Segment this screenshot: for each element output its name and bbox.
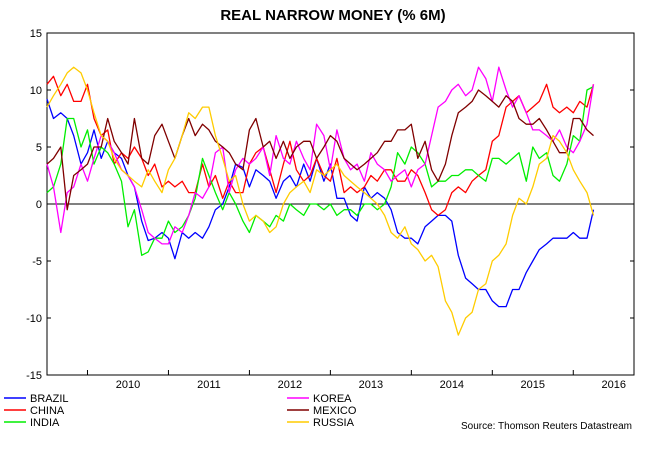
series-line-russia — [46, 66, 595, 336]
y-tick-label: -5 — [32, 256, 42, 268]
x-tick-label: 2011 — [197, 379, 221, 391]
chart-title: REAL NARROW MONEY (% 6M) — [220, 7, 445, 24]
source-note: Source: Thomson Reuters Datastream — [461, 421, 632, 432]
x-tick-label: 2016 — [602, 379, 626, 391]
x-tick-label: 2012 — [278, 379, 302, 391]
series-line-brazil — [46, 98, 595, 308]
y-tick-label: -10 — [26, 313, 42, 325]
series-line-korea — [46, 66, 595, 245]
y-tick-label: -15 — [26, 370, 42, 382]
series-line-india — [46, 86, 594, 256]
series-line-mexico — [46, 89, 594, 211]
x-tick-label: 2013 — [359, 379, 383, 391]
legend-label-korea: KOREA — [313, 393, 352, 405]
y-tick-label: 15 — [30, 28, 42, 40]
series-line-china — [46, 75, 595, 217]
x-tick-label: 2010 — [116, 379, 140, 391]
legend-label-china: CHINA — [30, 405, 65, 417]
legend-label-india: INDIA — [30, 417, 60, 429]
legend-label-brazil: BRAZIL — [30, 393, 69, 405]
y-tick-label: 5 — [36, 142, 42, 154]
y-tick-label: 10 — [30, 85, 42, 97]
y-tick-label: 0 — [36, 199, 42, 211]
series-layer — [46, 66, 595, 336]
x-tick-label: 2014 — [440, 379, 464, 391]
legend-label-mexico: MEXICO — [313, 405, 357, 417]
x-tick-label: 2015 — [521, 379, 545, 391]
x-axis: 2010 2011 2012 2013 2014 2015 2016 — [86, 370, 626, 391]
legend-label-russia: RUSSIA — [313, 417, 355, 429]
